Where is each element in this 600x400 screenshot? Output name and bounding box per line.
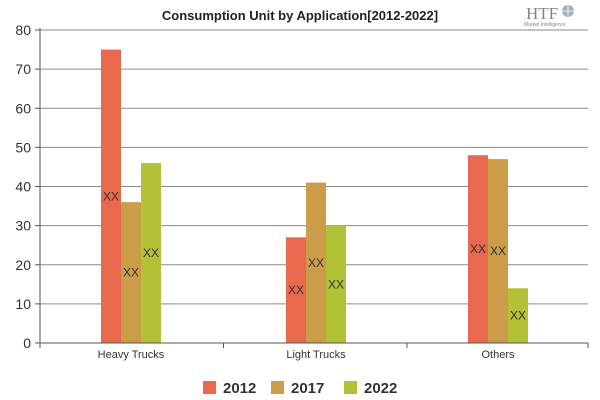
data-label: XX	[510, 309, 526, 323]
legend-swatch-2012	[203, 381, 216, 394]
bar-2017-others	[488, 159, 508, 343]
chart-title: Consumption Unit by Application[2012-202…	[162, 8, 438, 23]
legend-label: 2012	[223, 380, 256, 397]
y-tick-label: 60	[15, 100, 31, 116]
data-label: XX	[143, 246, 159, 260]
x-category-label: Others	[481, 349, 515, 361]
logo-text: HTF	[526, 4, 558, 23]
data-label: XX	[328, 277, 344, 291]
data-label: XX	[288, 283, 304, 297]
y-axis-ticks: 0 10 20 30 40 50 60 70 80	[15, 22, 40, 351]
bar-2012-heavy-trucks	[101, 49, 121, 343]
y-tick-label: 70	[15, 61, 31, 77]
y-tick-label: 80	[15, 22, 31, 38]
bar-2022-others	[508, 288, 528, 343]
legend-label: 2022	[364, 380, 397, 397]
data-labels: XX XX XX XX XX XX XX XX XX	[103, 189, 526, 322]
data-label: XX	[308, 256, 324, 270]
y-tick-label: 0	[23, 335, 31, 351]
y-tick-label: 10	[15, 296, 31, 312]
bar-2022-light-trucks	[326, 225, 346, 343]
y-tick-label: 30	[15, 218, 31, 234]
y-tick-label: 50	[15, 139, 31, 155]
x-category-label: Heavy Trucks	[98, 349, 165, 361]
bar-2012-light-trucks	[286, 237, 306, 343]
data-label: XX	[123, 266, 139, 280]
globe-icon-lines	[562, 5, 574, 17]
y-tick-label: 40	[15, 179, 31, 195]
data-label: XX	[103, 189, 119, 203]
legend-swatch-2022	[344, 381, 357, 394]
y-tick-label: 20	[15, 257, 31, 273]
data-label: XX	[490, 244, 506, 258]
legend-label: 2017	[291, 380, 324, 397]
brand-logo: HTF Market Intelligence	[524, 4, 574, 28]
bar-2017-light-trucks	[306, 182, 326, 343]
x-axis-categories: Heavy Trucks Light Trucks Others	[98, 349, 515, 361]
bars	[101, 49, 528, 343]
bar-2017-heavy-trucks	[121, 202, 141, 343]
data-label: XX	[470, 242, 486, 256]
legend-swatch-2017	[271, 381, 284, 394]
logo-subtext: Market Intelligence	[524, 22, 566, 28]
legend: 2012 2017 2022	[203, 380, 397, 397]
bar-2012-others	[468, 155, 488, 343]
x-category-label: Light Trucks	[286, 349, 346, 361]
bar-2022-heavy-trucks	[141, 163, 161, 343]
axes	[39, 28, 589, 348]
